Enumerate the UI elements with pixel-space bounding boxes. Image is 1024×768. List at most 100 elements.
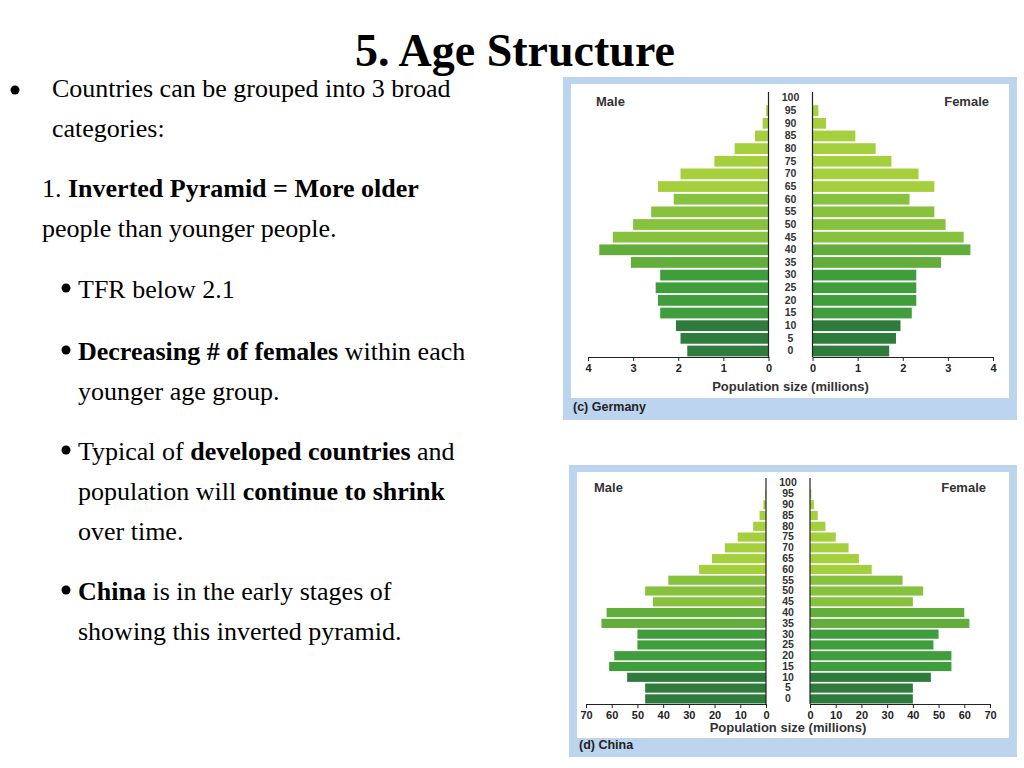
category-label: 55 — [782, 574, 794, 586]
category-tick: 0 — [788, 344, 794, 356]
bar — [810, 684, 913, 693]
bullet — [62, 346, 71, 355]
bar — [656, 282, 769, 293]
text-run: within each — [338, 337, 465, 366]
category-tick: 100 — [782, 91, 800, 103]
x-axis-title: Population size (millions) — [712, 379, 869, 394]
category-tick: 100 — [779, 476, 797, 488]
text-run: Inverted Pyramid = More older — [68, 174, 419, 203]
x-tick: 10 — [735, 704, 747, 721]
category-tick: 80 — [785, 142, 797, 154]
category-axis: 0510152025303540455055606570758085909510… — [779, 476, 797, 704]
slide: 5. Age StructureCountries can be grouped… — [0, 0, 1024, 768]
series-label: Male — [596, 94, 625, 109]
category-label: 30 — [782, 628, 794, 640]
x-tick: 4 — [585, 357, 592, 374]
tick-label: 10 — [735, 709, 747, 721]
category-label: 15 — [785, 306, 797, 318]
category-label: 50 — [782, 584, 794, 596]
tick-mark — [637, 704, 638, 708]
tick-mark — [903, 357, 904, 361]
text-run: categories: — [52, 114, 165, 143]
x-tick: 50 — [632, 704, 644, 721]
bar — [810, 543, 849, 552]
tick-mark — [948, 357, 949, 361]
category-label: 60 — [785, 193, 797, 205]
x-tick: 3 — [631, 357, 637, 374]
bar — [813, 206, 935, 217]
bar — [681, 333, 769, 344]
tick-mark — [663, 704, 664, 708]
tick-mark — [678, 357, 679, 361]
tick-label: 2 — [900, 362, 906, 374]
bar — [813, 105, 819, 116]
category-tick: 5 — [785, 681, 791, 693]
bar — [813, 295, 917, 306]
text-run: TFR below 2.1 — [78, 275, 235, 304]
x-tick: 0 — [766, 357, 772, 374]
panel-background — [563, 77, 1017, 420]
category-tick: 35 — [782, 617, 794, 629]
category-label: 20 — [785, 294, 797, 306]
text-line: Typical of developed countries and — [78, 437, 455, 466]
bar — [813, 270, 917, 281]
text-line: TFR below 2.1 — [78, 275, 235, 304]
category-tick: 20 — [785, 294, 797, 306]
chart-panel: 0510152025303540455055606570758085909510… — [569, 465, 1017, 757]
tick-mark — [887, 704, 888, 708]
category-label: 70 — [782, 541, 794, 553]
x-tick: 40 — [907, 704, 919, 721]
category-label: 80 — [782, 520, 794, 532]
category-tick: 75 — [785, 155, 797, 167]
bars — [599, 105, 970, 356]
text-line: people than younger people. — [42, 214, 337, 243]
bar — [681, 169, 769, 180]
bar — [810, 586, 923, 595]
tick-label: 4 — [990, 362, 997, 374]
bar — [760, 511, 766, 520]
bar — [813, 282, 917, 293]
category-label: 45 — [785, 231, 797, 243]
zero-line — [765, 478, 766, 704]
x-axis-female: 010203040506070 — [807, 704, 996, 721]
bar — [813, 308, 912, 319]
bar — [810, 532, 836, 541]
category-label: 90 — [785, 117, 797, 129]
category-label: 45 — [782, 595, 794, 607]
tick-mark — [964, 704, 965, 708]
bar — [653, 597, 766, 606]
category-tick: 15 — [782, 660, 794, 672]
category-label: 75 — [782, 530, 794, 542]
zero-line — [812, 92, 813, 357]
tick-label: 2 — [676, 362, 682, 374]
bar — [668, 576, 766, 585]
category-label: 65 — [782, 552, 794, 564]
category-tick: 50 — [782, 584, 794, 596]
tick-mark — [715, 704, 716, 708]
category-axis: 0510152025303540455055606570758085909510… — [782, 91, 800, 356]
x-tick: 0 — [807, 704, 813, 721]
category-label: 15 — [782, 660, 794, 672]
category-tick: 10 — [782, 671, 794, 683]
bar — [810, 673, 931, 682]
bar — [645, 586, 766, 595]
bar — [637, 640, 766, 649]
category-tick: 85 — [785, 129, 797, 141]
bar — [755, 131, 769, 142]
text-line: over time. — [78, 517, 183, 546]
bar — [674, 194, 769, 205]
bar — [658, 181, 769, 192]
bar — [658, 295, 769, 306]
category-tick: 25 — [785, 281, 797, 293]
text-line: 1. Inverted Pyramid = More older — [42, 174, 419, 203]
bar — [609, 662, 766, 671]
x-tick: 1 — [721, 357, 727, 374]
bar — [763, 118, 769, 129]
tick-label: 0 — [763, 709, 769, 721]
tick-mark — [588, 357, 589, 361]
bar — [712, 554, 766, 563]
text-line: younger age group. — [78, 377, 279, 406]
category-label: 0 — [785, 692, 791, 704]
category-tick: 60 — [785, 193, 797, 205]
bar — [813, 118, 827, 129]
